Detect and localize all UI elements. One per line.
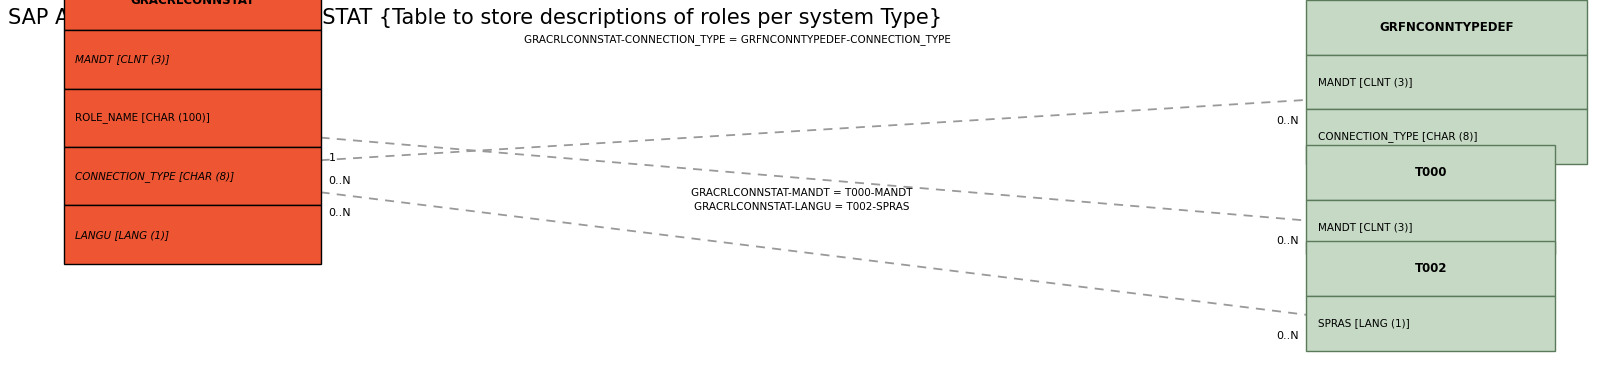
FancyBboxPatch shape — [64, 30, 321, 89]
FancyBboxPatch shape — [1306, 200, 1555, 254]
FancyBboxPatch shape — [64, 205, 321, 264]
FancyBboxPatch shape — [1306, 241, 1555, 296]
FancyBboxPatch shape — [64, 89, 321, 147]
Text: MANDT [CLNT (3)]: MANDT [CLNT (3)] — [1318, 222, 1412, 232]
Text: GRACRLCONNSTAT-MANDT = T000-MANDT
GRACRLCONNSTAT-LANGU = T002-SPRAS: GRACRLCONNSTAT-MANDT = T000-MANDT GRACRL… — [691, 188, 912, 212]
Text: T000: T000 — [1414, 166, 1448, 179]
Text: GRACRLCONNSTAT-CONNECTION_TYPE = GRFNCONNTYPEDEF-CONNECTION_TYPE: GRACRLCONNSTAT-CONNECTION_TYPE = GRFNCON… — [524, 34, 951, 45]
Text: 0..N: 0..N — [1276, 236, 1298, 246]
FancyBboxPatch shape — [1306, 109, 1587, 164]
Text: T002: T002 — [1414, 262, 1448, 275]
Text: CONNECTION_TYPE [CHAR (8)]: CONNECTION_TYPE [CHAR (8)] — [1318, 131, 1478, 142]
FancyBboxPatch shape — [64, 147, 321, 205]
FancyBboxPatch shape — [64, 0, 321, 30]
FancyBboxPatch shape — [1306, 296, 1555, 351]
Text: CONNECTION_TYPE [CHAR (8)]: CONNECTION_TYPE [CHAR (8)] — [75, 171, 234, 182]
Text: GRFNCONNTYPEDEF: GRFNCONNTYPEDEF — [1380, 21, 1513, 34]
Text: LANGU [LANG (1)]: LANGU [LANG (1)] — [75, 230, 170, 240]
FancyBboxPatch shape — [1306, 0, 1587, 55]
Text: GRACRLCONNSTAT: GRACRLCONNSTAT — [130, 0, 255, 8]
Text: SAP ABAP table GRACRLCONNSTAT {Table to store descriptions of roles per system T: SAP ABAP table GRACRLCONNSTAT {Table to … — [8, 8, 943, 28]
Text: MANDT [CLNT (3)]: MANDT [CLNT (3)] — [1318, 77, 1412, 87]
Text: 0..N: 0..N — [329, 176, 351, 186]
Text: MANDT [CLNT (3)]: MANDT [CLNT (3)] — [75, 54, 170, 64]
Text: ROLE_NAME [CHAR (100)]: ROLE_NAME [CHAR (100)] — [75, 112, 210, 123]
Text: 0..N: 0..N — [1276, 331, 1298, 340]
Text: 0..N: 0..N — [1276, 116, 1298, 126]
Text: 1: 1 — [329, 153, 335, 163]
Text: SPRAS [LANG (1)]: SPRAS [LANG (1)] — [1318, 318, 1409, 328]
FancyBboxPatch shape — [1306, 55, 1587, 109]
FancyBboxPatch shape — [1306, 145, 1555, 200]
Text: 0..N: 0..N — [329, 208, 351, 218]
